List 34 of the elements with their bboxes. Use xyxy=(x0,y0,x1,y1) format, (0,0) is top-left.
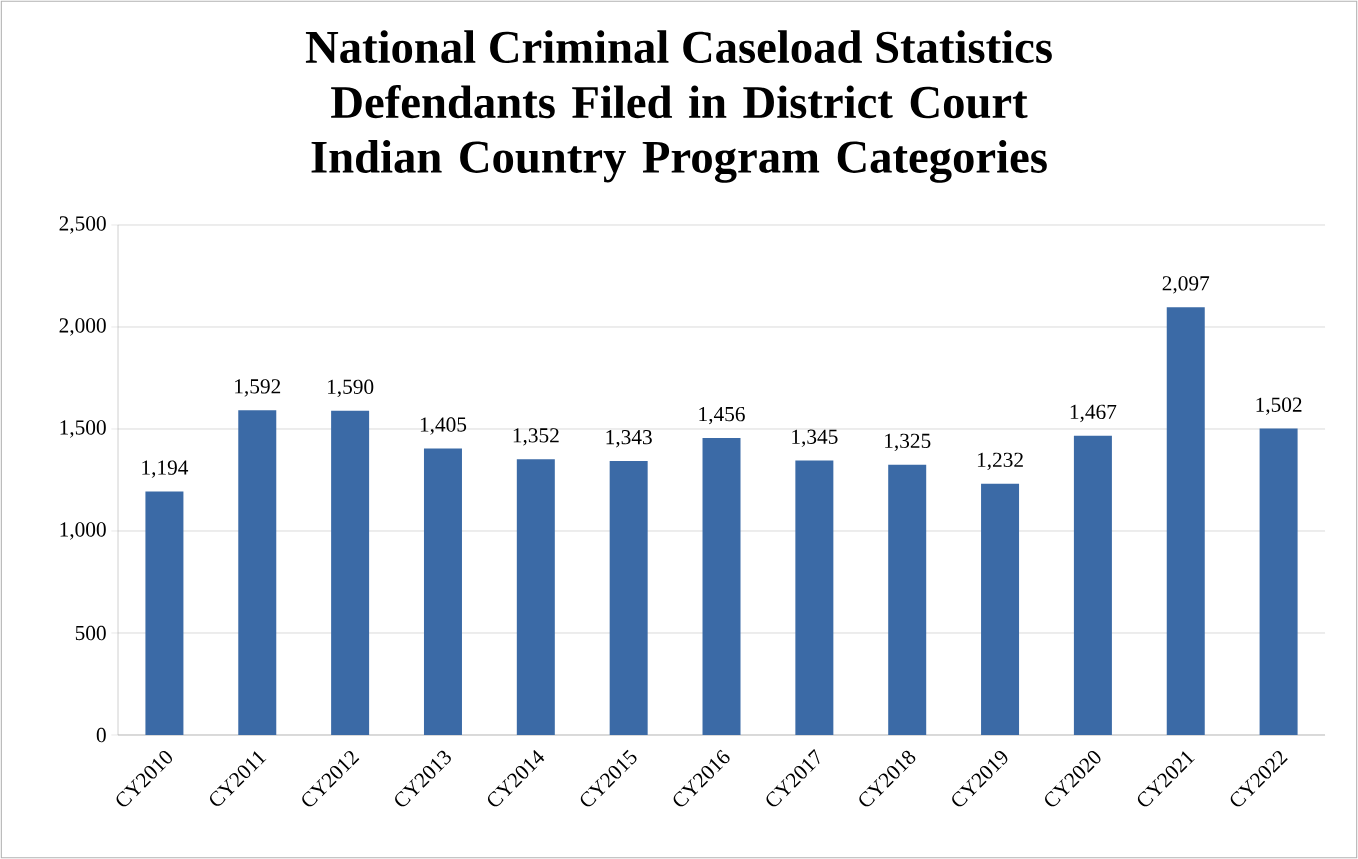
data-label: 1,194 xyxy=(142,460,189,478)
data-label: 1,467 xyxy=(1070,404,1117,423)
data-label: 1,590 xyxy=(328,379,374,398)
y-tick-label: 2,500 xyxy=(59,216,106,234)
y-tick-label: 0 xyxy=(96,727,106,743)
bar xyxy=(1166,307,1205,735)
bar xyxy=(888,464,927,735)
bar xyxy=(1073,435,1112,735)
chart-subtitle: Defendants Filed in District Court Indian Country Program Categories xyxy=(311,84,1047,183)
data-label: 2,097 xyxy=(1162,276,1210,294)
bar xyxy=(702,437,741,735)
bar xyxy=(516,459,555,735)
bar xyxy=(145,491,184,735)
bar xyxy=(238,410,277,735)
data-label: 1,592 xyxy=(235,379,281,397)
y-tick-label: 2,000 xyxy=(59,318,106,336)
bar xyxy=(795,460,834,735)
bar xyxy=(609,461,648,735)
y-tick-label: 500 xyxy=(75,625,106,641)
data-label: 1,502 xyxy=(1256,397,1302,415)
data-label: 1,405 xyxy=(420,417,467,435)
data-label: 1,456 xyxy=(699,406,745,425)
bar xyxy=(1259,428,1298,735)
chart-title: National Criminal Caseload Statistics xyxy=(305,30,1052,64)
y-tick-label: 1,000 xyxy=(60,522,106,540)
bar xyxy=(331,410,370,735)
data-label: 1,325 xyxy=(885,433,931,452)
y-tick-label: 1,500 xyxy=(60,420,106,438)
data-label: 1,352 xyxy=(513,428,559,446)
bar xyxy=(423,448,462,735)
data-label: 1,343 xyxy=(606,430,652,448)
bar xyxy=(981,483,1020,735)
data-label: 1,345 xyxy=(792,429,838,448)
data-label: 1,232 xyxy=(977,452,1023,471)
